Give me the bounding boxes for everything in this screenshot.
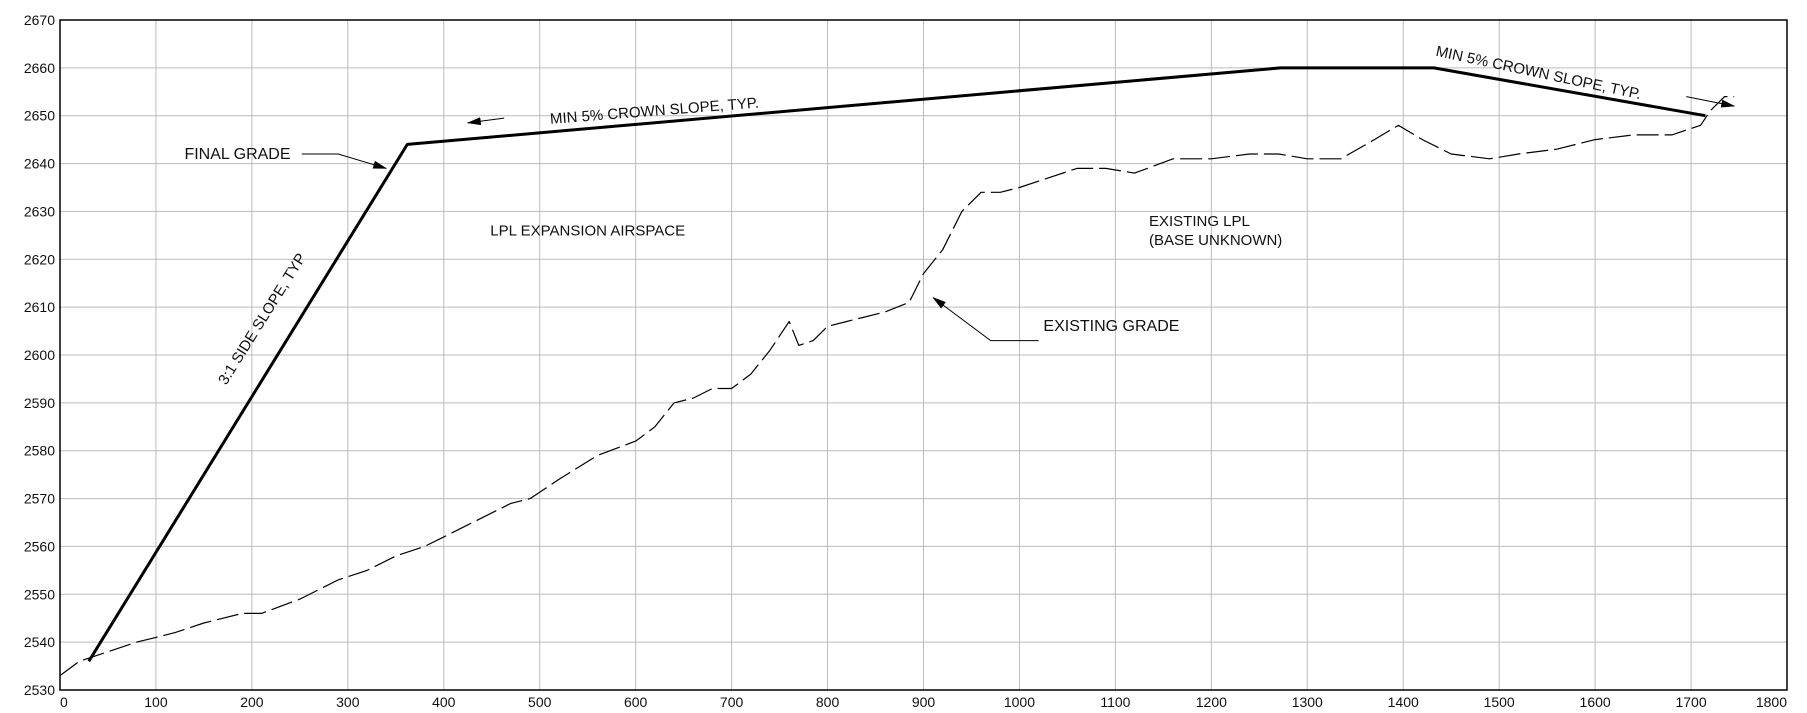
annotation-expansion-airspace: LPL EXPANSION AIRSPACE [490,222,685,239]
x-tick-label: 900 [912,694,936,710]
x-tick-label: 100 [144,694,168,710]
x-tick-label: 400 [432,694,456,710]
arrow-crown-slope-right [1686,96,1736,108]
annotation-base-unknown: (BASE UNKNOWN) [1149,232,1282,249]
series-line-final-grade [87,66,1706,663]
series-line-existing-grade [59,95,1735,677]
annotation-existing-grade: EXISTING GRADE [1043,318,1179,335]
y-tick-label: 2610 [24,299,55,315]
x-tick-label: 1600 [1580,694,1611,710]
x-tick-label: 700 [720,694,744,710]
axes: 0 100 200 300 400 500 600 700 800 900 1000 1100 1200… [24,12,1788,710]
y-tick-label: 2590 [24,395,55,411]
y-tick-label: 2560 [24,538,55,554]
x-tick-label: 1300 [1292,694,1323,710]
x-tick-label: 0 [60,694,68,710]
x-tick-label: 1500 [1484,694,1515,710]
y-tick-label: 2550 [24,586,55,602]
y-tick-label: 2650 [24,108,55,124]
annotation-side-slope: 3:1 SIDE SLOPE, TYP [215,250,310,387]
annotation-existing-lpl: EXISTING LPL [1149,213,1250,230]
x-tick-label: 1700 [1675,694,1706,710]
y-tick-label: 2670 [24,12,55,28]
annotation-final-grade: FINAL GRADE [184,146,290,163]
arrow-crown-slope-left [466,117,505,126]
y-tick-label: 2530 [24,682,55,698]
y-tick-label: 2630 [24,203,55,219]
y-tick-label: 2600 [24,347,55,363]
leader-existing-grade [932,297,1039,342]
x-tick-label: 300 [336,694,360,710]
x-tick-label: 1000 [1004,694,1035,710]
y-tick-label: 2570 [24,491,55,507]
series [59,66,1735,677]
x-tick-label: 800 [816,694,840,710]
x-tick-label: 1200 [1196,694,1227,710]
plot-frame [59,19,1788,691]
x-tick-label: 1800 [1756,694,1787,710]
y-tick-label: 2660 [24,60,55,76]
y-tick-label: 2640 [24,156,55,172]
grid [59,19,1788,691]
y-tick-label: 2540 [24,634,55,650]
x-tick-label: 1400 [1388,694,1419,710]
y-tick-label: 2580 [24,443,55,459]
x-tick-label: 600 [624,694,648,710]
leader-final-grade [301,153,388,169]
x-tick-label: 1100 [1100,694,1130,710]
x-tick-label: 500 [528,694,552,710]
y-tick-label: 2620 [24,251,55,267]
x-tick-label: 200 [240,694,264,710]
